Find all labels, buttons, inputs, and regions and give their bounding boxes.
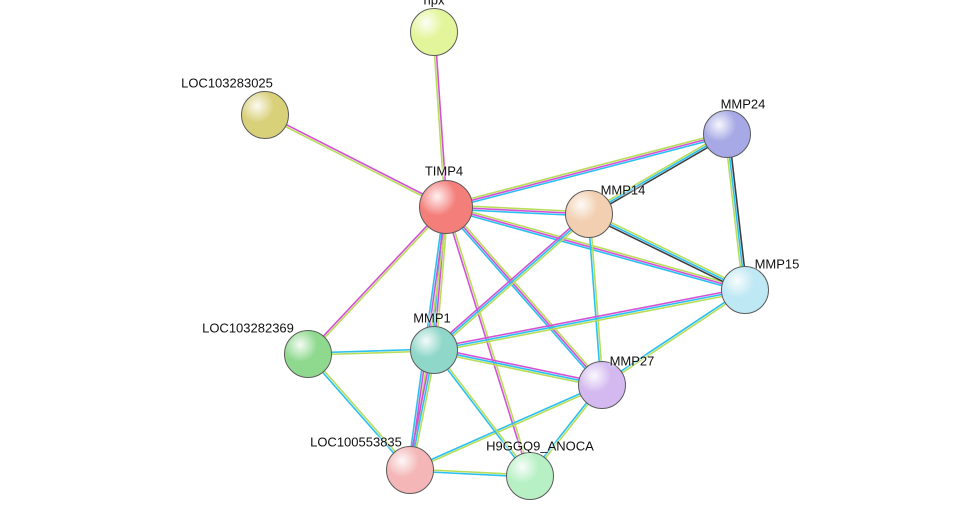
node-bubble[interactable] [506,452,554,500]
node-H9GGQ9_ANOCA[interactable]: H9GGQ9_ANOCA [506,452,554,500]
node-bubble[interactable] [386,446,434,494]
node-label: hpx [424,0,445,8]
network-canvas: TIMP4 hpx LOC103283025 MMP24 MMP14 MMP15 MMP27… [0,0,976,532]
node-LOC100553835[interactable]: LOC100553835 [386,446,434,494]
edge-MMP15-MMP1-curated [434,290,745,350]
node-label: MMP15 [755,257,800,272]
node-label: TIMP4 [425,164,463,179]
node-label: H9GGQ9_ANOCA [486,439,594,454]
edge-layer [0,0,976,532]
node-MMP24[interactable]: MMP24 [703,110,751,158]
node-bubble[interactable] [703,110,751,158]
node-LOC103283025[interactable]: LOC103283025 [241,91,289,139]
node-MMP27[interactable]: MMP27 [578,361,626,409]
node-LOC103282369[interactable]: LOC103282369 [284,330,332,378]
node-hpx[interactable]: hpx [410,8,458,56]
edge-MMP14-MMP27-curated [588,214,601,385]
node-bubble[interactable] [410,326,458,374]
node-label: LOC103282369 [202,321,294,336]
node-bubble[interactable] [721,266,769,314]
node-bubble[interactable] [284,330,332,378]
edge-MMP15-MMP1-textmining [434,292,745,352]
node-TIMP4[interactable]: TIMP4 [419,180,473,234]
node-bubble[interactable] [410,8,458,56]
node-bubble[interactable] [578,361,626,409]
node-label: LOC100553835 [310,435,402,450]
node-label: MMP1 [413,311,451,326]
edge-MMP15-MMP1-experiments [434,288,745,348]
node-MMP15[interactable]: MMP15 [721,266,769,314]
node-bubble[interactable] [565,190,613,238]
node-label: LOC103283025 [181,76,273,91]
edge-MMP27-MMP1-textmining [434,352,602,387]
node-MMP14[interactable]: MMP14 [565,190,613,238]
node-bubble[interactable] [419,180,473,234]
node-bubble[interactable] [241,91,289,139]
node-label: MMP14 [601,183,646,198]
edge-MMP14-MMP27-textmining [590,214,603,385]
edge-TIMP4-H9GGQ9_ANOCA-textmining [447,207,531,476]
node-MMP1[interactable]: MMP1 [410,326,458,374]
edge-MMP27-MMP1-curated [434,350,602,385]
